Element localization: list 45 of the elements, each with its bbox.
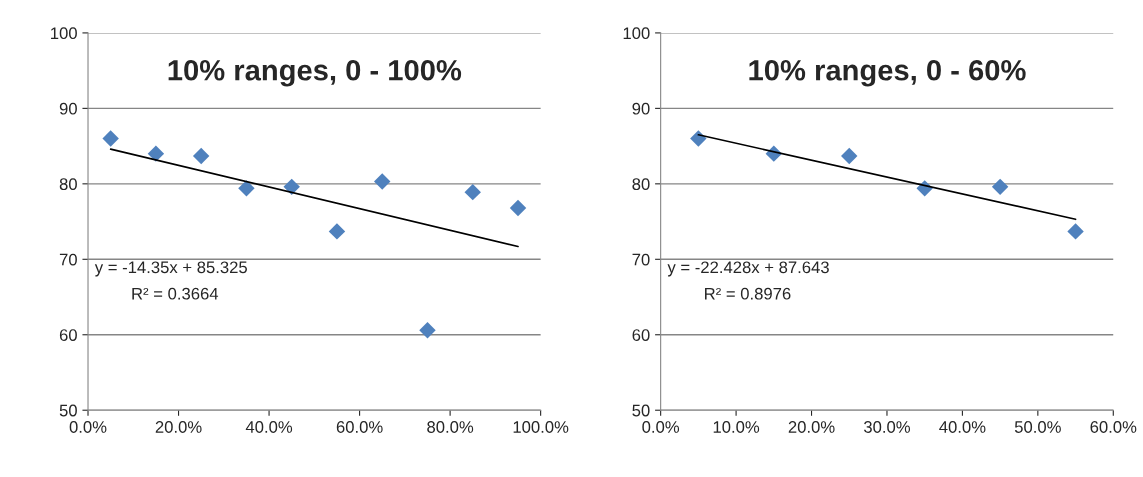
y-tick-label: 70: [59, 253, 77, 266]
point: [991, 178, 1009, 196]
y-tick-label: 60: [632, 329, 650, 341]
annotation: y = -14.35x + 85.325: [94, 261, 247, 277]
point: [283, 178, 300, 196]
y-tick-label: 90: [632, 102, 650, 115]
point: [509, 199, 527, 217]
point: [1067, 223, 1084, 240]
x-tick-label: 10.0%: [713, 421, 760, 433]
point: [102, 130, 119, 147]
text: 10% ranges, 0 - 100%: [168, 59, 462, 87]
x-tick-label: 30.0%: [863, 421, 911, 433]
x-tick-label: 40.0%: [245, 421, 293, 433]
annotation: y = -22.428x + 87.643: [667, 261, 829, 277]
y-tick-label: 70: [632, 253, 650, 266]
point: [374, 173, 391, 190]
x-tick-label: 20.0%: [155, 421, 202, 433]
y-tick-label: 50: [632, 404, 650, 417]
x-tick-label: 50.0%: [1014, 421, 1061, 433]
point: [192, 147, 210, 165]
y-tick-label: 90: [59, 102, 77, 115]
point: [238, 180, 255, 197]
y-tick-label: 50: [59, 404, 77, 417]
annotation: R² = 0.8976: [705, 287, 791, 300]
y-tick-label: 60: [59, 329, 77, 341]
x-tick-label: 20.0%: [788, 421, 835, 433]
y-tick-label: 100: [51, 27, 77, 40]
point: [147, 145, 165, 162]
text: 10% ranges, 0 - 60%: [749, 59, 1026, 87]
x-tick-label: 0.0%: [69, 421, 107, 433]
x-tick-label: 60.0%: [336, 421, 383, 433]
point: [419, 322, 436, 339]
point: [328, 223, 346, 240]
y-tick-label: 80: [632, 178, 650, 191]
point: [690, 130, 707, 147]
x-tick-label: 100.0%: [513, 421, 569, 433]
x-tick-label: 80.0%: [427, 421, 474, 433]
point: [841, 147, 858, 165]
x-tick-label: 0.0%: [642, 421, 680, 433]
x-tick-label: 40.0%: [939, 421, 986, 433]
x-tick-label: 60.0%: [1090, 421, 1137, 433]
annotation: R² = 0.3664: [132, 287, 219, 300]
point: [464, 183, 481, 201]
y-tick-label: 100: [623, 27, 650, 40]
y-tick-label: 80: [59, 178, 77, 191]
